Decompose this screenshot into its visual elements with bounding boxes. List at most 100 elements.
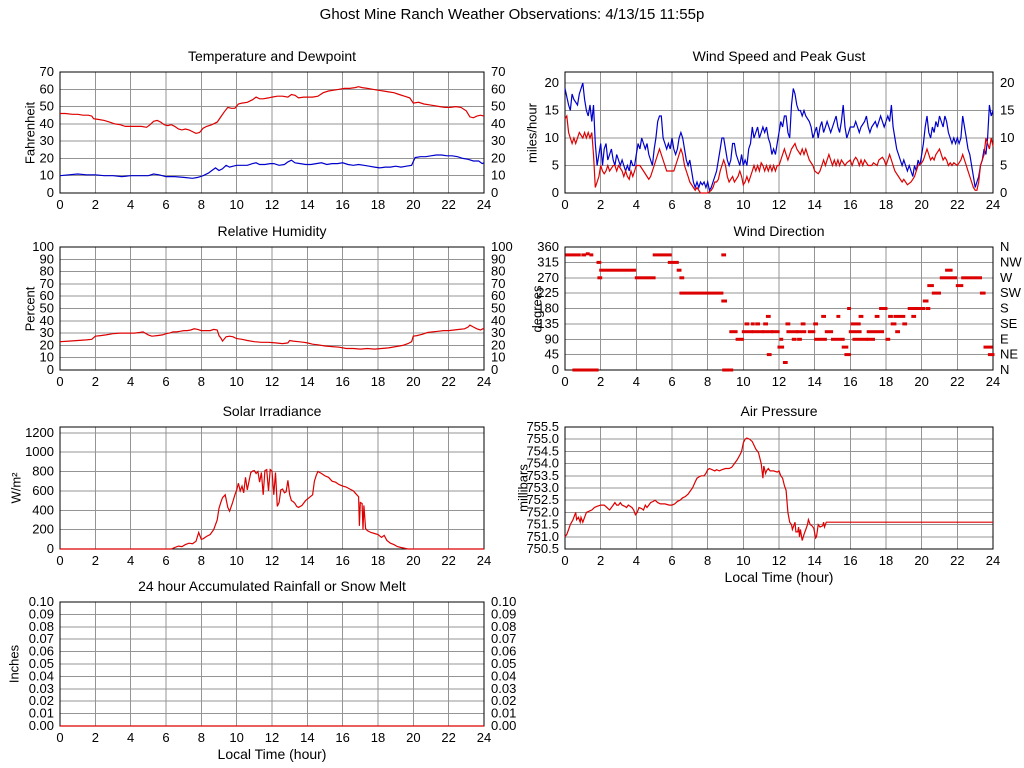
svg-text:20: 20 [406, 374, 420, 389]
series-temperature [60, 86, 485, 135]
svg-text:2: 2 [597, 197, 604, 212]
chart-rainfall: 24 hour Accumulated Rainfall or Snow Mel… [0, 576, 526, 766]
chart-relative-humidity: Relative Humidity Percent 0 2 4 6 8 10 12 14 16 1… [0, 221, 526, 410]
grid [564, 72, 994, 194]
svg-text:20: 20 [40, 150, 54, 165]
svg-text:18: 18 [371, 197, 385, 212]
svg-text:16: 16 [843, 197, 857, 212]
svg-text:315: 315 [537, 254, 559, 269]
svg-text:SE: SE [1000, 316, 1018, 331]
series-pressure [564, 437, 993, 541]
svg-text:2: 2 [92, 730, 99, 745]
svg-text:0.01: 0.01 [29, 706, 54, 721]
svg-text:12: 12 [772, 553, 786, 568]
tick-labels: 0 2 4 6 8 10 12 14 16 18 20 22 240200400600800100012… [25, 425, 491, 568]
svg-text:20: 20 [406, 553, 420, 568]
grid [59, 71, 485, 194]
series-dewpoint [59, 154, 485, 179]
svg-text:10: 10 [736, 374, 750, 389]
svg-text:18: 18 [371, 730, 385, 745]
svg-text:753.5: 753.5 [526, 468, 559, 483]
svg-text:60: 60 [40, 81, 54, 96]
chart-title: Air Pressure [740, 403, 818, 419]
tick-labels: 0 2 4 6 8 10 12 14 16 18 20 22 240.00 0.000.01 0.010.0… [29, 594, 517, 745]
svg-text:0.08: 0.08 [491, 619, 516, 634]
plot-border [59, 71, 485, 194]
svg-text:22: 22 [441, 553, 455, 568]
svg-text:18: 18 [879, 553, 893, 568]
svg-text:10: 10 [229, 730, 243, 745]
svg-text:18: 18 [371, 553, 385, 568]
svg-text:600: 600 [32, 483, 54, 498]
svg-text:60: 60 [491, 288, 505, 303]
svg-text:N: N [1000, 239, 1009, 254]
svg-text:100: 100 [491, 239, 513, 254]
x-axis-label: Local Time (hour) [217, 746, 327, 762]
svg-text:20: 20 [914, 197, 928, 212]
svg-text:400: 400 [32, 502, 54, 517]
svg-text:0: 0 [561, 197, 568, 212]
svg-text:22: 22 [441, 730, 455, 745]
svg-text:30: 30 [491, 325, 505, 340]
svg-text:0.06: 0.06 [29, 644, 54, 659]
svg-text:NE: NE [1000, 347, 1018, 362]
plot-border [59, 246, 485, 371]
svg-text:24: 24 [477, 730, 491, 745]
svg-text:135: 135 [537, 316, 559, 331]
svg-text:24: 24 [986, 553, 1000, 568]
svg-text:1200: 1200 [25, 425, 54, 440]
svg-text:5: 5 [552, 158, 559, 173]
svg-text:0: 0 [56, 553, 63, 568]
svg-text:70: 70 [491, 276, 505, 291]
svg-text:50: 50 [491, 99, 505, 114]
tick-labels: 0 2 4 6 8 10 12 14 16 18 20 22 24750.5751.0751.5752.… [526, 419, 1000, 568]
svg-text:10: 10 [1000, 130, 1014, 145]
svg-text:90: 90 [491, 251, 505, 266]
plot-area: 0 2 4 6 8 10 12 14 16 18 20 22 240.00 0.000.01 0.010.0… [29, 594, 517, 745]
svg-text:45: 45 [545, 347, 559, 362]
svg-text:22: 22 [950, 374, 964, 389]
svg-text:14: 14 [807, 197, 821, 212]
svg-text:20: 20 [406, 730, 420, 745]
svg-text:751.5: 751.5 [526, 517, 559, 532]
svg-text:NW: NW [1000, 254, 1022, 269]
svg-text:20: 20 [406, 197, 420, 212]
series-wind-speed [564, 114, 994, 194]
svg-text:0.07: 0.07 [491, 631, 516, 646]
chart-title: 24 hour Accumulated Rainfall or Snow Mel… [138, 578, 406, 594]
svg-text:40: 40 [491, 313, 505, 328]
chart-title: Wind Direction [733, 223, 825, 239]
svg-text:80: 80 [40, 264, 54, 279]
svg-text:60: 60 [491, 81, 505, 96]
svg-text:10: 10 [40, 168, 54, 183]
svg-text:0.05: 0.05 [491, 656, 516, 671]
svg-text:15: 15 [545, 103, 559, 118]
svg-text:0: 0 [561, 553, 568, 568]
svg-text:8: 8 [704, 553, 711, 568]
svg-text:14: 14 [300, 374, 314, 389]
svg-text:70: 70 [491, 64, 505, 79]
svg-text:50: 50 [40, 99, 54, 114]
plot-area: 0 2 4 6 8 10 12 14 16 18 20 22 24750.5751.0751.5752.… [526, 419, 1000, 568]
svg-text:10: 10 [229, 197, 243, 212]
plot-border [564, 426, 994, 550]
svg-text:200: 200 [32, 522, 54, 537]
plot-area: 0 2 4 6 8 10 12 14 16 18 20 22 240200400600800100012… [25, 425, 491, 568]
svg-text:80: 80 [491, 264, 505, 279]
chart-wind-direction: Wind Direction degrees 0 2 4 6 8 10 12 14 16 18 20… [505, 221, 1024, 410]
svg-text:4: 4 [127, 553, 134, 568]
svg-text:4: 4 [633, 553, 640, 568]
svg-text:8: 8 [198, 374, 205, 389]
svg-text:2: 2 [92, 374, 99, 389]
svg-text:2: 2 [597, 553, 604, 568]
svg-text:752.5: 752.5 [526, 492, 559, 507]
svg-text:6: 6 [162, 197, 169, 212]
svg-text:50: 50 [491, 301, 505, 316]
svg-text:6: 6 [162, 730, 169, 745]
